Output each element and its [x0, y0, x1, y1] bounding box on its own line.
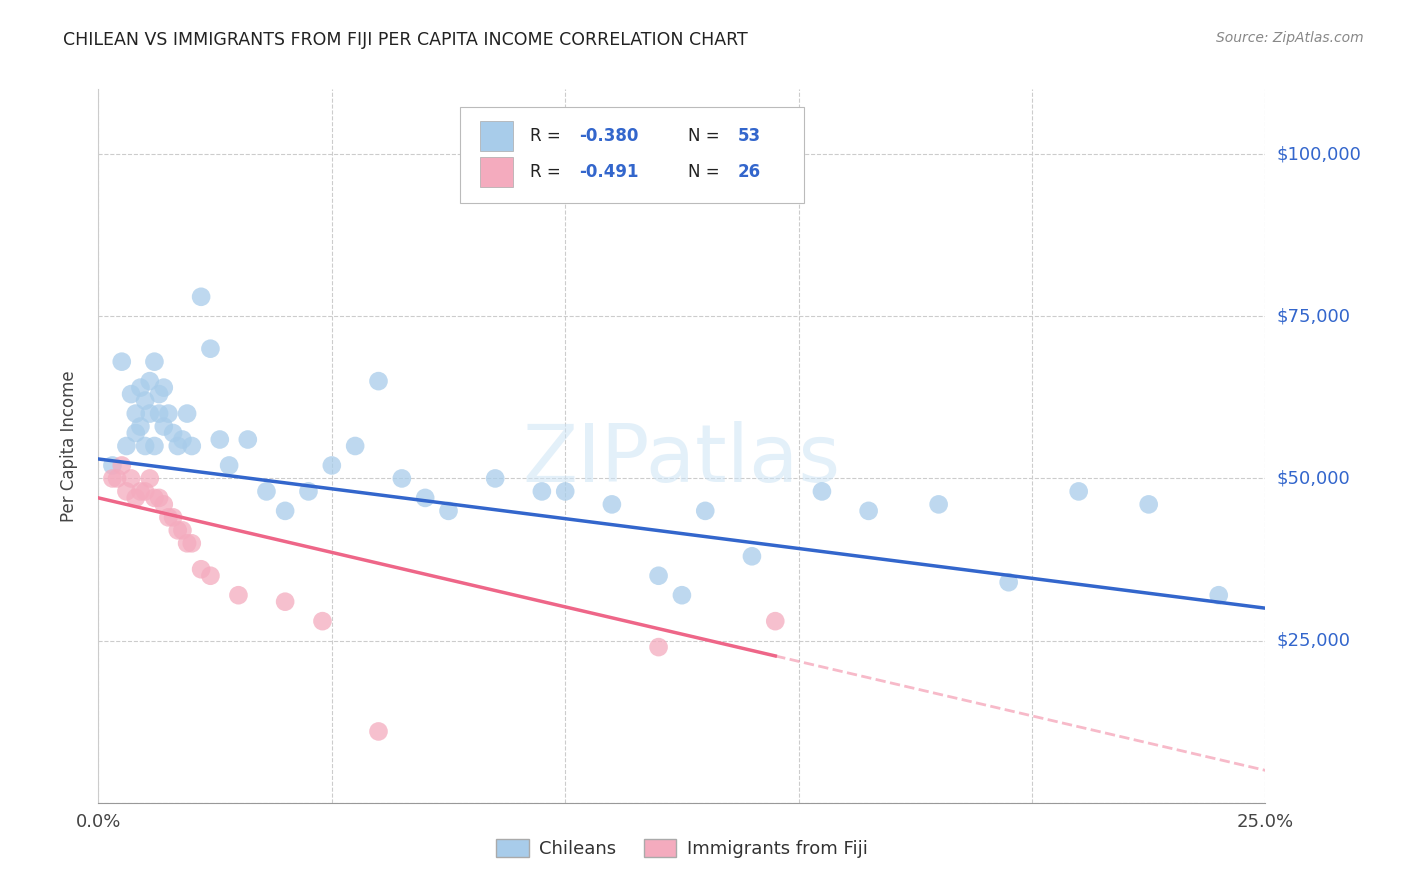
Text: -0.380: -0.380 [579, 128, 638, 145]
Point [228, 588, 250, 602]
Point [105, 471, 128, 485]
Point [111, 458, 134, 473]
Point [484, 471, 506, 485]
Point [180, 439, 202, 453]
Point [101, 458, 124, 473]
Point [148, 387, 170, 401]
Point [166, 524, 188, 538]
Point [166, 439, 188, 453]
Point [139, 471, 162, 485]
Point [647, 568, 669, 582]
Point [162, 510, 184, 524]
Point [274, 595, 297, 609]
Text: -0.491: -0.491 [579, 163, 638, 181]
Point [928, 497, 950, 511]
Point [134, 484, 156, 499]
Text: 53: 53 [738, 128, 761, 145]
Point [695, 504, 717, 518]
Point [115, 484, 138, 499]
Point [139, 374, 162, 388]
Bar [479, 121, 513, 152]
Point [530, 484, 553, 499]
Point [208, 433, 231, 447]
Text: ZIPatlas: ZIPatlas [523, 421, 841, 500]
Point [129, 419, 152, 434]
Point [148, 491, 170, 505]
Point [741, 549, 763, 564]
Point [200, 568, 222, 582]
Bar [479, 157, 513, 187]
Point [152, 419, 174, 434]
Point [367, 374, 389, 388]
Text: CHILEAN VS IMMIGRANTS FROM FIJI PER CAPITA INCOME CORRELATION CHART: CHILEAN VS IMMIGRANTS FROM FIJI PER CAPI… [63, 31, 748, 49]
Text: 26: 26 [738, 163, 761, 181]
Point [152, 497, 174, 511]
Point [1067, 484, 1090, 499]
Point [1137, 497, 1160, 511]
Point [413, 491, 436, 505]
Point [763, 614, 786, 628]
Point [125, 407, 148, 421]
Point [190, 290, 212, 304]
Point [148, 407, 170, 421]
Legend: Chileans, Immigrants from Fiji: Chileans, Immigrants from Fiji [489, 831, 875, 865]
Point [256, 484, 278, 499]
Point [554, 484, 576, 499]
Point [190, 562, 212, 576]
Text: $25,000: $25,000 [1277, 632, 1351, 649]
Point [129, 484, 152, 499]
Point [157, 407, 180, 421]
Point [600, 497, 623, 511]
Point [391, 471, 413, 485]
Point [811, 484, 834, 499]
Point [997, 575, 1019, 590]
Point [152, 381, 174, 395]
Point [129, 381, 152, 395]
Point [172, 524, 194, 538]
Point [200, 342, 222, 356]
Point [134, 439, 156, 453]
Point [120, 471, 142, 485]
Point [134, 393, 156, 408]
Text: R =: R = [530, 128, 567, 145]
Point [101, 471, 124, 485]
Point [125, 491, 148, 505]
Point [111, 354, 134, 368]
Point [367, 724, 389, 739]
Point [139, 407, 162, 421]
Point [115, 439, 138, 453]
Text: N =: N = [688, 128, 724, 145]
Point [647, 640, 669, 654]
FancyBboxPatch shape [460, 107, 804, 203]
Point [176, 407, 198, 421]
Text: R =: R = [530, 163, 567, 181]
Point [157, 510, 180, 524]
Point [858, 504, 880, 518]
Point [1208, 588, 1230, 602]
Point [162, 425, 184, 440]
Y-axis label: Per Capita Income: Per Capita Income [59, 370, 77, 522]
Text: $100,000: $100,000 [1277, 145, 1361, 163]
Text: Source: ZipAtlas.com: Source: ZipAtlas.com [1216, 31, 1364, 45]
Point [311, 614, 333, 628]
Text: $75,000: $75,000 [1277, 307, 1351, 326]
Point [274, 504, 297, 518]
Text: N =: N = [688, 163, 724, 181]
Point [143, 439, 166, 453]
Point [180, 536, 202, 550]
Point [143, 354, 166, 368]
Point [671, 588, 693, 602]
Point [321, 458, 343, 473]
Point [297, 484, 319, 499]
Point [125, 425, 148, 440]
Point [120, 387, 142, 401]
Point [176, 536, 198, 550]
Point [172, 433, 194, 447]
Point [143, 491, 166, 505]
Point [236, 433, 259, 447]
Point [344, 439, 367, 453]
Text: $50,000: $50,000 [1277, 469, 1350, 487]
Point [218, 458, 240, 473]
Point [437, 504, 460, 518]
